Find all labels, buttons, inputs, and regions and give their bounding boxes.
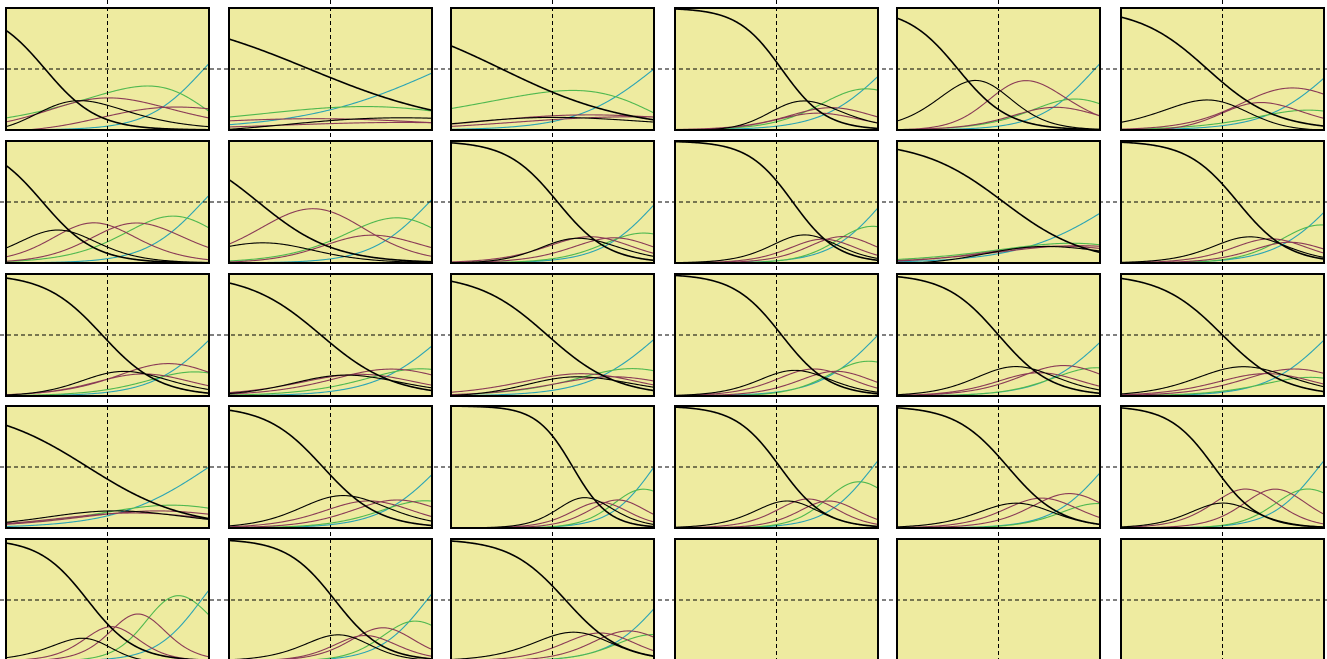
- category-curve-4: [19, 106, 209, 130]
- category-curve-3: [675, 498, 878, 528]
- category-curve-3: [24, 626, 195, 659]
- category-curve-5: [897, 242, 1100, 261]
- category-curve-2: [901, 245, 1100, 263]
- category-curve-4: [1121, 87, 1324, 130]
- category-curve-4: [229, 121, 432, 128]
- category-curve-6: [6, 466, 209, 528]
- category-curve-2: [451, 237, 654, 263]
- category-curve-6: [229, 72, 432, 126]
- category-curve-4: [897, 364, 1100, 396]
- category-curve-3: [229, 500, 432, 528]
- category-curve-4: [47, 613, 209, 659]
- category-curve-1: [1121, 16, 1324, 127]
- category-curve-1: [897, 275, 1100, 395]
- category-curve-1: [1121, 277, 1324, 393]
- category-curve-2: [229, 495, 432, 527]
- category-curve-3: [451, 373, 654, 393]
- category-curve-1: [897, 17, 1100, 130]
- category-curve-2: [897, 79, 1100, 130]
- category-curve-2: [897, 366, 1100, 396]
- category-curve-4: [522, 630, 654, 659]
- category-curve-3: [1121, 238, 1324, 263]
- category-curve-4: [6, 222, 209, 262]
- category-curve-1: [675, 274, 878, 395]
- category-curve-2: [1121, 99, 1324, 130]
- category-curve-5: [6, 371, 209, 396]
- category-curve-1: [6, 277, 209, 394]
- category-curve-2: [451, 116, 654, 125]
- category-curve-1: [675, 8, 878, 130]
- category-curve-1: [451, 142, 654, 262]
- category-curve-1: [675, 141, 878, 262]
- category-curve-2: [1121, 236, 1324, 263]
- category-curve-5: [545, 634, 654, 659]
- category-curve-2: [229, 374, 432, 395]
- category-curve-1: [229, 409, 432, 527]
- category-curve-1: [451, 540, 654, 657]
- category-curve-4: [229, 234, 432, 263]
- category-curve-3: [229, 118, 432, 124]
- category-curve-2: [6, 510, 209, 523]
- category-curve-1: [229, 539, 432, 659]
- category-curve-2: [234, 634, 423, 659]
- category-curve-3: [6, 97, 209, 123]
- category-curve-2: [1121, 366, 1324, 395]
- category-curve-3: [451, 236, 654, 263]
- category-curve-4: [229, 499, 432, 528]
- category-curve-4: [281, 627, 432, 659]
- category-curve-2: [675, 234, 878, 263]
